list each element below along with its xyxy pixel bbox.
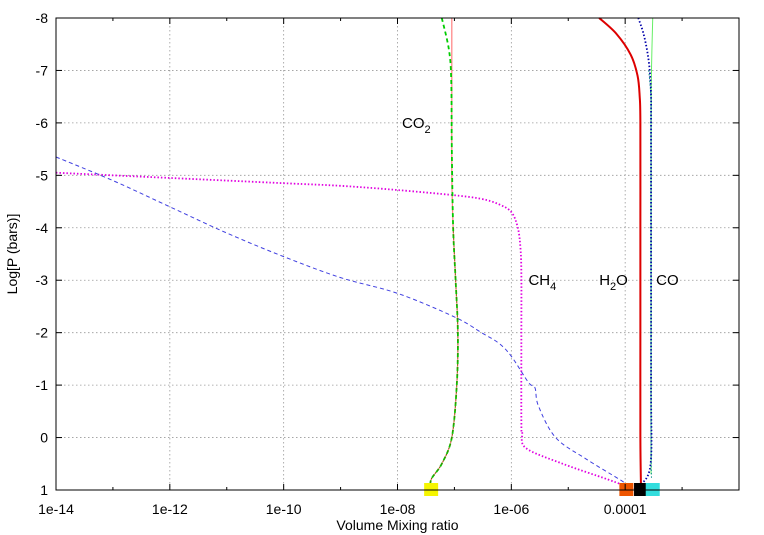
x-tick-label: 1e-10 — [266, 501, 302, 517]
series-line-0 — [55, 171, 634, 490]
series-line-1 — [55, 156, 634, 490]
y-tick-label: -4 — [36, 220, 49, 236]
x-tick-label: 1e-14 — [38, 501, 74, 517]
y-tick-label: -6 — [36, 115, 49, 131]
y-tick-label: 0 — [40, 430, 48, 446]
y-tick-label: -5 — [36, 167, 49, 183]
annotations: CO2 CH4 H2O CO — [402, 115, 679, 293]
grid — [56, 18, 739, 490]
species-label: CO2 — [402, 115, 431, 136]
x-tick-label: 0.0001 — [604, 501, 647, 517]
y-tick-label: -7 — [36, 62, 49, 78]
y-tick-label: -2 — [36, 325, 49, 341]
x-tick-label: 1e-12 — [152, 501, 188, 517]
y-tick-label: 1 — [40, 482, 48, 498]
y-tick-label: -1 — [36, 377, 49, 393]
x-tick-label: 1e-08 — [380, 501, 416, 517]
species-label: H2O — [599, 272, 628, 293]
series-layer — [55, 17, 654, 491]
y-tick-label: -8 — [36, 10, 49, 26]
series-line-5 — [598, 17, 643, 491]
species-label: CH4 — [528, 272, 556, 293]
y-tick-label: -3 — [36, 272, 49, 288]
y-axis-label: Log[P (bars)] — [4, 214, 20, 295]
x-axis-label: Volume Mixing ratio — [336, 517, 458, 533]
ticks: 1e-14 1e-12 1e-10 1e-08 1e-06 0.0001 -8 -7 -6 -5 -… — [36, 10, 740, 517]
x-tick-label: 1e-06 — [493, 501, 529, 517]
series-line-4 — [429, 227, 459, 491]
species-label: CO — [656, 272, 679, 289]
